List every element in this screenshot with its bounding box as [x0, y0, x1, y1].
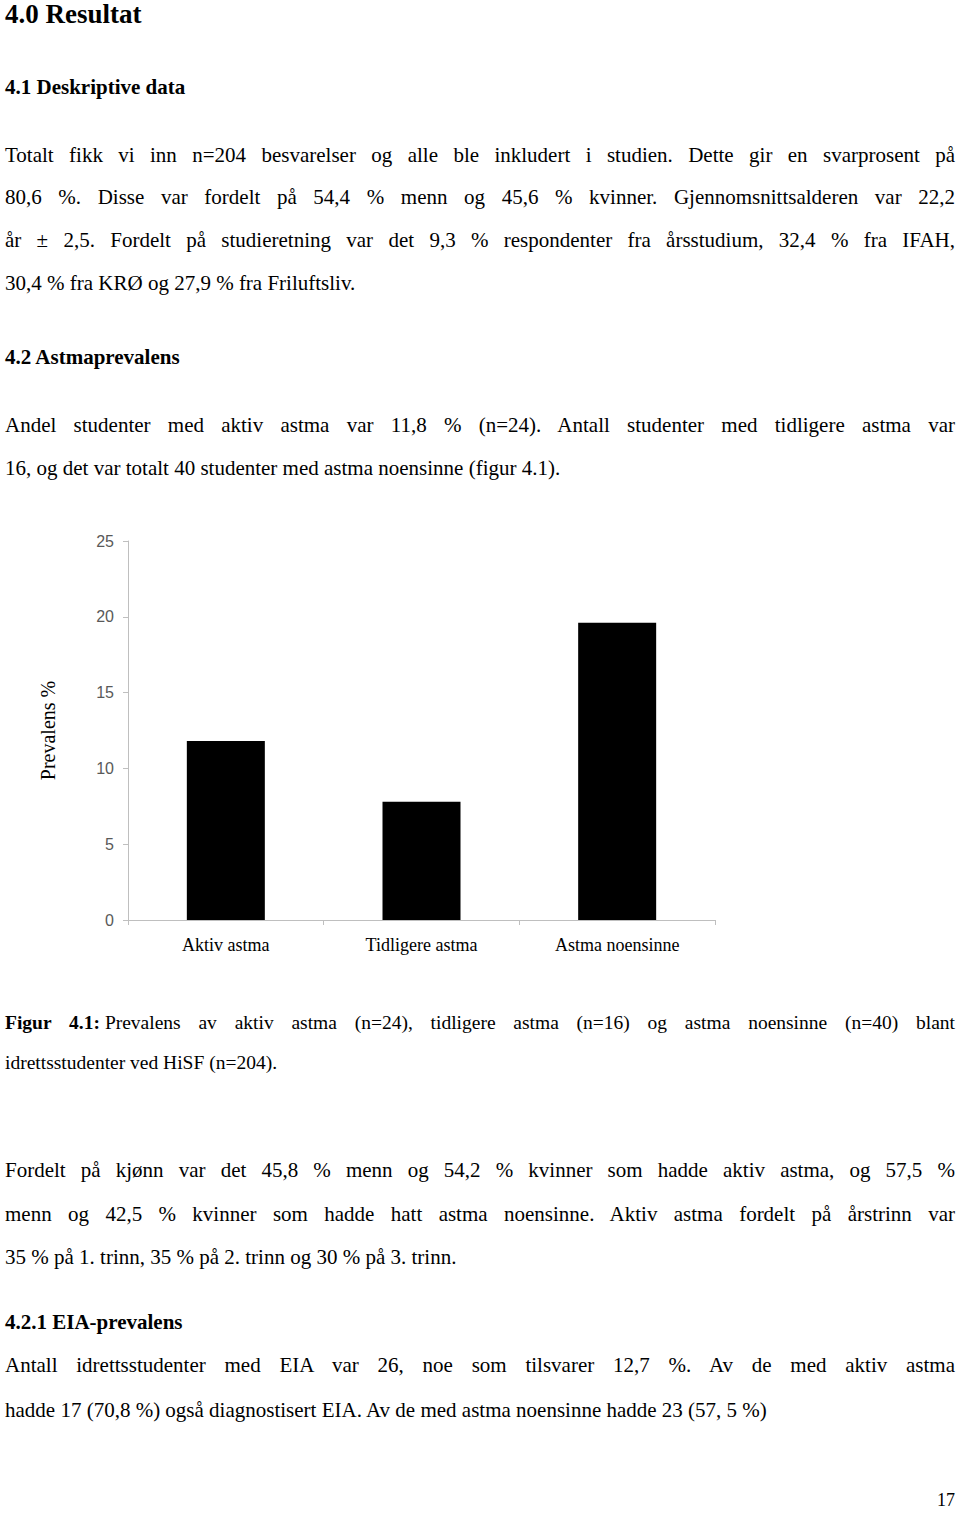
html-text:idrettsstudenter ved HiSF (n=2: idrettsstudenter ved HiSF (n=204).	[5, 1052, 278, 1073]
html-text:80,6 %. Disse var fordelt på 5: 80,6 %. Disse var fordelt på 54,4 % menn…	[5, 185, 955, 209]
html-text:Figur 4.1: Prevalens av aktiv: Figur 4.1: Prevalens av aktiv astma (n=2…	[5, 1012, 955, 1033]
html-text:30,4 % fra KRØ og 27,9 % fra F: 30,4 % fra KRØ og 27,9 % fra Friluftsliv…	[5, 271, 356, 295]
html-text:Fordelt på kjønn var det 45,8: Fordelt på kjønn var det 45,8 % menn og …	[5, 1158, 955, 1182]
svg-text:Aktiv astma: Aktiv astma	[182, 935, 270, 955]
svg-text:20: 20	[96, 608, 114, 625]
svg-text:Prevalens %: Prevalens %	[37, 681, 59, 780]
svg-text:25: 25	[96, 533, 114, 550]
html-text:4.0 Resultat: 4.0 Resultat	[5, 0, 142, 29]
svg-text:15: 15	[96, 684, 114, 701]
html-text:17: 17	[937, 1490, 955, 1510]
svg-text:0: 0	[105, 912, 114, 929]
html-text:4.2 Astmaprevalens: 4.2 Astmaprevalens	[5, 345, 180, 369]
svg-text:Astma noensinne: Astma noensinne	[555, 935, 679, 955]
html-text:menn og 42,5 % kvinner som had: menn og 42,5 % kvinner som hadde hatt as…	[5, 1202, 955, 1226]
html-text:4.1 Deskriptive data: 4.1 Deskriptive data	[5, 75, 186, 99]
html-text:Antall idrettsstudenter med EI: Antall idrettsstudenter med EIA var 26, …	[5, 1353, 955, 1377]
html-text:Totalt fikk vi inn n=204 besva: Totalt fikk vi inn n=204 besvarelser og …	[5, 143, 955, 167]
html-text:Andel studenter med aktiv astm: Andel studenter med aktiv astma var 11,8…	[5, 413, 955, 437]
svg-text:10: 10	[96, 760, 114, 777]
html-text:år ± 2,5. Fordelt på studieret: år ± 2,5. Fordelt på studieretning var d…	[5, 228, 955, 252]
html-text:35 % på 1. trinn, 35 % på 2. t: 35 % på 1. trinn, 35 % på 2. trinn og 30…	[5, 1245, 457, 1269]
svg-text:Tidligere astma: Tidligere astma	[366, 935, 478, 955]
html-text:hadde 17 (70,8 %) også diagnos: hadde 17 (70,8 %) også diagnostisert EIA…	[5, 1398, 767, 1422]
svg-text:5: 5	[105, 836, 114, 853]
html-text:4.2.1 EIA-prevalens: 4.2.1 EIA-prevalens	[5, 1310, 183, 1334]
html-text:16, og det var totalt 40 stude: 16, og det var totalt 40 studenter med a…	[5, 456, 561, 480]
